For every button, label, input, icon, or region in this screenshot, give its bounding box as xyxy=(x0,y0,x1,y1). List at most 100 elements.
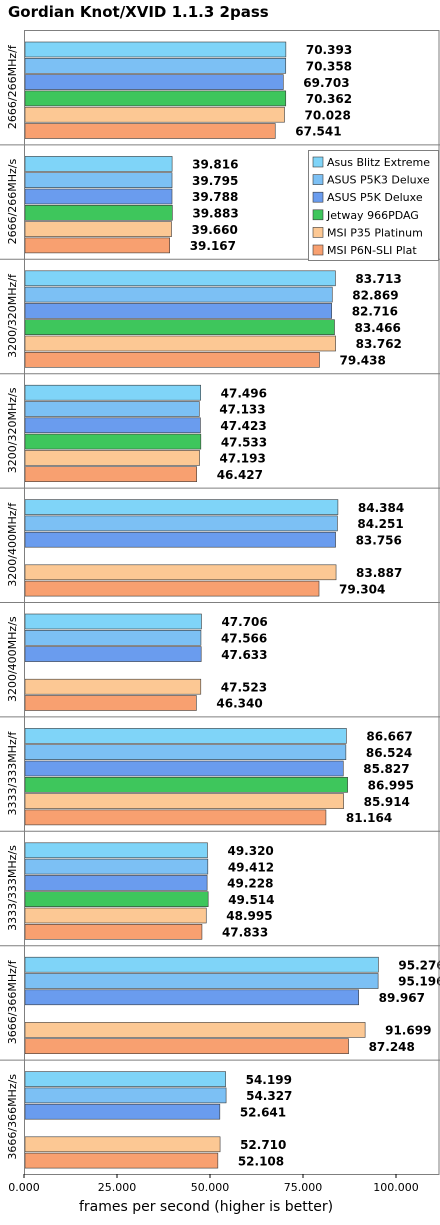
bar xyxy=(24,433,202,450)
legend-box xyxy=(308,150,439,261)
legend-swatch xyxy=(312,156,324,168)
value-label: 49.228 xyxy=(227,877,273,891)
bar xyxy=(24,760,344,777)
value-label: 83.762 xyxy=(356,337,402,351)
axis-layer: 2666/266MHz/f 2666/266MHz/s 3200/320MHz/f 3… xyxy=(0,30,440,1215)
bar xyxy=(24,74,284,90)
value-label: 82.716 xyxy=(352,305,398,319)
legend: Asus Blitz Extreme ASUS P5K3 Deluxe ASUS P… xyxy=(308,150,439,261)
value-label: 47.566 xyxy=(221,631,267,645)
value-label: 89.967 xyxy=(379,991,425,1005)
value-label: 39.816 xyxy=(192,158,238,172)
x-tick-label: 75.000 xyxy=(284,1181,323,1194)
value-label: 49.320 xyxy=(227,844,273,858)
bar xyxy=(24,106,285,123)
bar xyxy=(24,1152,219,1169)
x-tick-label: 25.000 xyxy=(98,1181,137,1194)
bar xyxy=(24,90,287,107)
value-label: 86.995 xyxy=(368,778,414,792)
value-label: 85.827 xyxy=(363,762,409,776)
bar xyxy=(24,450,200,466)
value-label: 69.703 xyxy=(303,76,349,90)
legend-entry: ASUS P5K Deluxe xyxy=(327,191,423,204)
legend-swatch xyxy=(312,209,324,221)
bar xyxy=(24,335,336,352)
bar xyxy=(24,858,209,875)
group-label: 3666/366MHz/s xyxy=(6,1074,19,1160)
bar xyxy=(24,744,347,761)
value-label: 47.523 xyxy=(221,680,267,694)
legend-swatch xyxy=(312,227,324,238)
bar xyxy=(24,776,348,793)
value-label: 67.541 xyxy=(295,125,341,139)
bar xyxy=(24,891,209,908)
value-label: 83.887 xyxy=(356,566,402,580)
value-label: 79.438 xyxy=(340,353,386,367)
value-label: 47.833 xyxy=(222,925,268,939)
value-label: 81.164 xyxy=(346,811,392,825)
bar xyxy=(24,695,197,711)
value-label: 47.423 xyxy=(220,419,266,433)
value-label: 70.358 xyxy=(306,59,352,73)
legend-swatch xyxy=(312,174,324,185)
bar xyxy=(24,580,320,597)
labels-layer: 70.393 70.358 69.703 70.362 70.028 67.541 39.8… xyxy=(190,43,440,1168)
bar xyxy=(24,319,335,336)
bar xyxy=(24,303,333,319)
value-label: 46.427 xyxy=(217,468,263,482)
bar xyxy=(24,172,173,188)
value-label: 83.466 xyxy=(354,321,400,335)
value-label: 54.327 xyxy=(246,1089,292,1103)
bar xyxy=(24,1071,226,1087)
value-label: 47.533 xyxy=(221,435,267,449)
bar xyxy=(24,156,173,172)
bar xyxy=(24,564,337,581)
bar xyxy=(24,401,200,417)
value-label: 87.248 xyxy=(369,1040,415,1054)
legend-entry: Jetway 966PDAG xyxy=(326,209,419,222)
bar xyxy=(24,205,173,221)
x-tick-label: 100.000 xyxy=(373,1181,419,1194)
bar xyxy=(24,842,208,859)
bar xyxy=(24,270,336,287)
value-label: 85.914 xyxy=(364,795,410,809)
value-label: 47.193 xyxy=(220,452,266,466)
legend-entry: ASUS P5K3 Deluxe xyxy=(327,174,430,187)
bar xyxy=(24,728,347,744)
legend-entry: MSI P6N-SLI Plat xyxy=(327,244,417,257)
chart-title: Gordian Knot/XVID 1.1.3 2pass xyxy=(8,3,269,21)
value-label: 39.795 xyxy=(192,174,238,188)
value-label: 47.496 xyxy=(221,386,267,400)
group-label: 3333/333MHz/f xyxy=(6,731,19,816)
bar xyxy=(24,123,276,139)
group-label: 3200/400MHz/s xyxy=(6,616,19,702)
bar xyxy=(24,57,287,74)
value-label: 49.412 xyxy=(228,860,274,874)
value-label: 86.524 xyxy=(366,746,412,760)
value-label: 70.028 xyxy=(305,108,351,122)
bar xyxy=(24,1022,366,1038)
value-label: 39.167 xyxy=(190,239,236,253)
value-label: 47.133 xyxy=(219,403,265,417)
value-label: 95.276 xyxy=(398,958,440,972)
group-label: 2666/266MHz/f xyxy=(6,44,19,129)
legend-swatch xyxy=(312,244,324,256)
bar xyxy=(24,531,336,548)
value-label: 39.660 xyxy=(192,223,238,237)
x-axis-label: frames per second (higher is better) xyxy=(79,1199,333,1215)
value-label: 84.384 xyxy=(358,501,404,515)
value-label: 54.199 xyxy=(246,1073,292,1087)
bar xyxy=(24,613,202,630)
value-label: 39.883 xyxy=(192,206,238,220)
value-label: 91.699 xyxy=(385,1024,431,1038)
group-label: 3333/333MHz/s xyxy=(6,845,19,931)
value-label: 47.633 xyxy=(221,648,267,662)
group-label: 3200/400MHz/f xyxy=(6,502,19,587)
bar xyxy=(24,466,198,483)
legend-entry: Asus Blitz Extreme xyxy=(327,156,430,169)
group-label: 3666/366MHz/f xyxy=(6,959,19,1044)
group-label: 3200/320MHz/s xyxy=(6,387,19,473)
value-label: 52.641 xyxy=(240,1105,286,1119)
legend-swatch xyxy=(312,191,324,203)
bar xyxy=(24,973,379,989)
